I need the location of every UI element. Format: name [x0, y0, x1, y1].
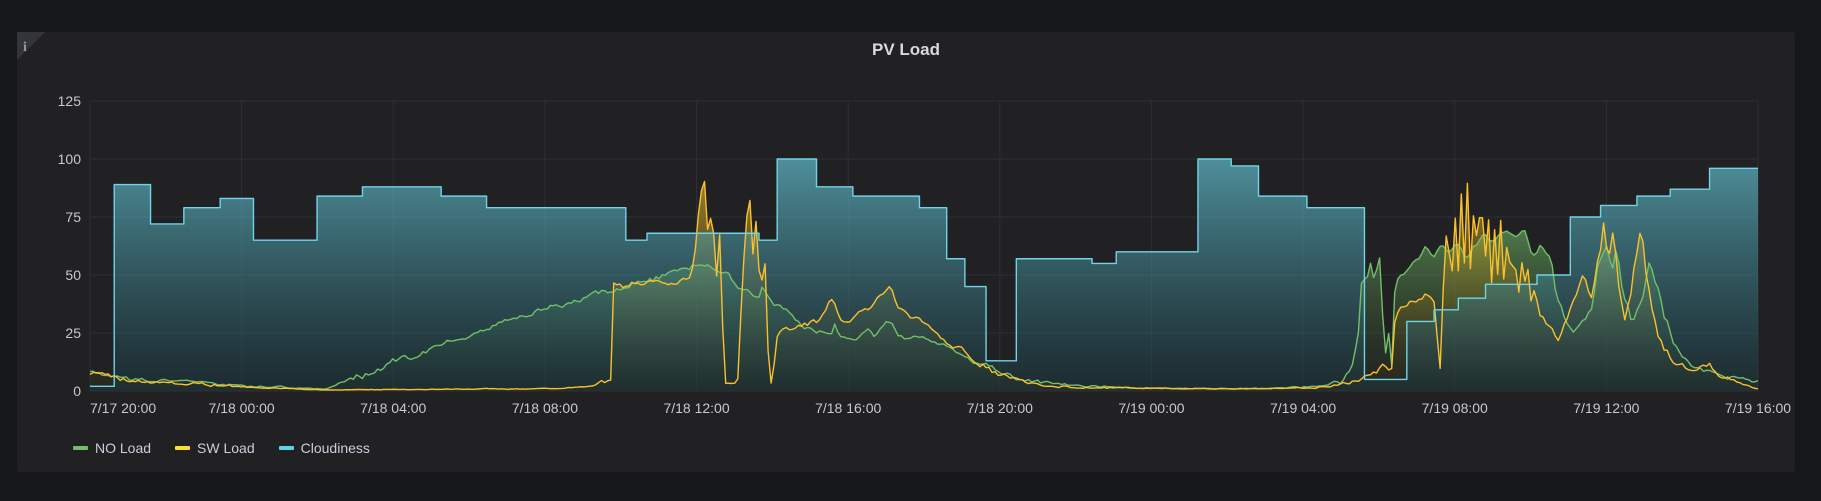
- svg-text:7/18 00:00: 7/18 00:00: [209, 400, 275, 416]
- svg-text:75: 75: [65, 209, 81, 225]
- svg-text:7/19 04:00: 7/19 04:00: [1270, 400, 1336, 416]
- svg-text:7/19 16:00: 7/19 16:00: [1725, 400, 1791, 416]
- svg-text:7/18 16:00: 7/18 16:00: [815, 400, 881, 416]
- svg-text:7/18 12:00: 7/18 12:00: [663, 400, 729, 416]
- svg-text:7/18 04:00: 7/18 04:00: [360, 400, 426, 416]
- svg-text:25: 25: [65, 325, 81, 341]
- svg-text:100: 100: [58, 151, 82, 167]
- svg-text:7/17 20:00: 7/17 20:00: [90, 400, 156, 416]
- svg-text:7/18 20:00: 7/18 20:00: [967, 400, 1033, 416]
- svg-text:125: 125: [58, 93, 82, 109]
- svg-text:7/18 08:00: 7/18 08:00: [512, 400, 578, 416]
- svg-text:7/19 12:00: 7/19 12:00: [1573, 400, 1639, 416]
- svg-text:0: 0: [73, 383, 81, 399]
- svg-text:7/19 08:00: 7/19 08:00: [1422, 400, 1488, 416]
- svg-text:50: 50: [65, 267, 81, 283]
- svg-text:7/19 00:00: 7/19 00:00: [1118, 400, 1184, 416]
